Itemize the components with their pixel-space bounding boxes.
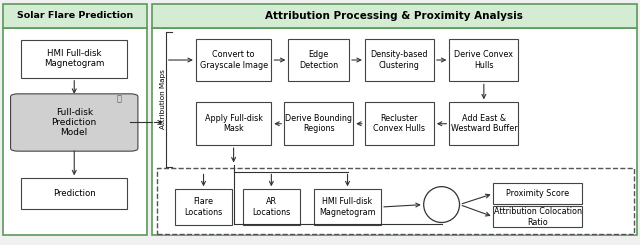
Bar: [3, 4, 147, 28]
Text: AR
Locations: AR Locations: [252, 197, 291, 217]
Bar: [288, 38, 349, 81]
Ellipse shape: [424, 187, 460, 222]
Text: Convert to
Grayscale Image: Convert to Grayscale Image: [200, 50, 268, 70]
Bar: [152, 28, 637, 235]
Text: Density-based
Clustering: Density-based Clustering: [371, 50, 428, 70]
Text: Proximity Score: Proximity Score: [506, 189, 569, 198]
Bar: [3, 28, 147, 235]
Bar: [196, 38, 271, 81]
Bar: [493, 206, 582, 227]
Bar: [449, 38, 518, 81]
Text: Attribution Maps: Attribution Maps: [160, 69, 166, 129]
FancyBboxPatch shape: [11, 94, 138, 151]
Bar: [365, 38, 434, 81]
Text: Full-disk
Prediction
Model: Full-disk Prediction Model: [52, 108, 97, 137]
Text: Derive Bounding
Regions: Derive Bounding Regions: [285, 114, 352, 134]
Text: ⎆: ⎆: [116, 95, 121, 104]
Bar: [152, 4, 637, 28]
Bar: [449, 102, 518, 145]
Bar: [493, 183, 582, 204]
Text: Prediction: Prediction: [53, 189, 95, 198]
Text: Attribution Processing & Proximity Analysis: Attribution Processing & Proximity Analy…: [266, 11, 523, 21]
Bar: [243, 189, 300, 225]
Text: Solar Flare Prediction: Solar Flare Prediction: [17, 12, 133, 20]
Bar: [22, 40, 127, 78]
Text: Flare
Locations: Flare Locations: [184, 197, 223, 217]
Bar: [157, 168, 634, 234]
Text: Recluster
Convex Hulls: Recluster Convex Hulls: [373, 114, 426, 134]
Bar: [284, 102, 353, 145]
Bar: [175, 189, 232, 225]
Text: HMI Full-disk
Magnetogram: HMI Full-disk Magnetogram: [44, 49, 104, 69]
Text: Add East &
Westward Buffer: Add East & Westward Buffer: [451, 114, 517, 134]
Text: Attribution Colocation
Ratio: Attribution Colocation Ratio: [493, 207, 582, 227]
Bar: [314, 189, 381, 225]
Bar: [365, 102, 434, 145]
Bar: [22, 178, 127, 209]
Bar: [196, 102, 271, 145]
Text: Edge
Detection: Edge Detection: [299, 50, 339, 70]
Text: HMI Full-disk
Magnetogram: HMI Full-disk Magnetogram: [319, 197, 376, 217]
Text: Apply Full-disk
Mask: Apply Full-disk Mask: [205, 114, 262, 134]
Text: Derive Convex
Hulls: Derive Convex Hulls: [454, 50, 513, 70]
